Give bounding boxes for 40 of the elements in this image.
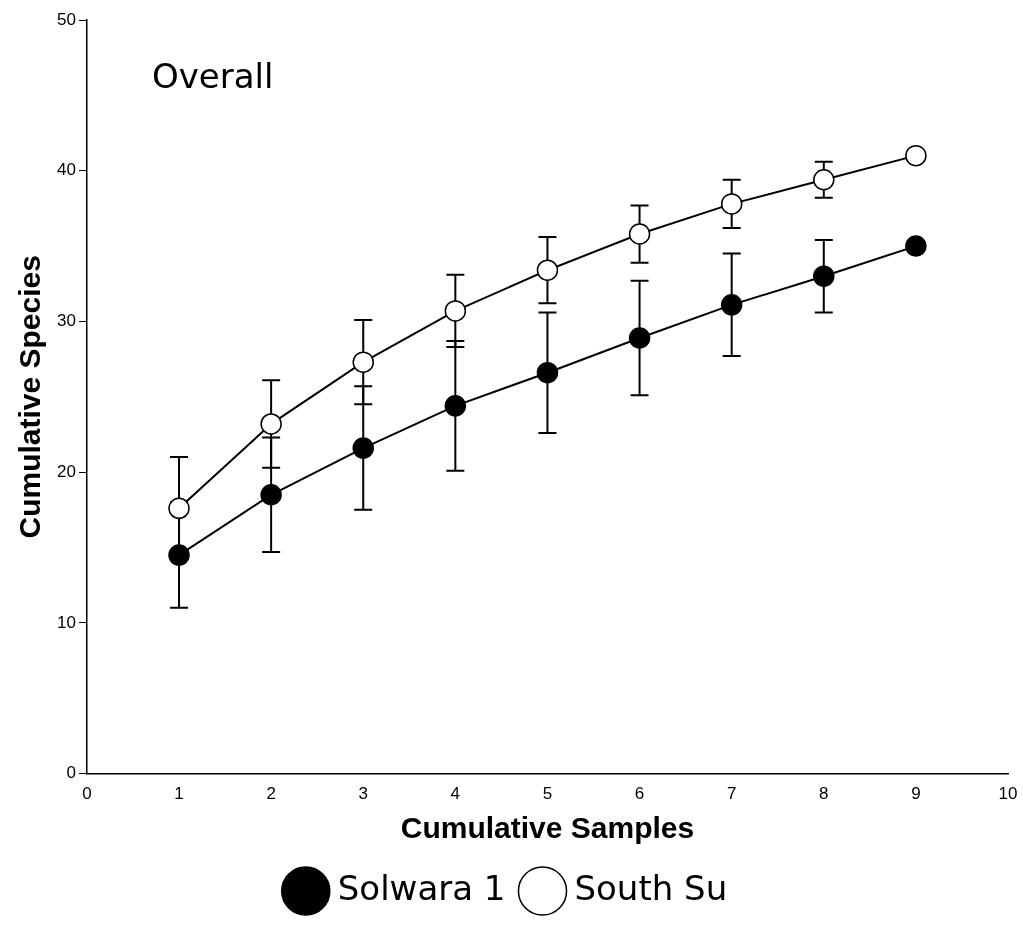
point — [536, 259, 559, 281]
x-tick-label: 4 — [450, 784, 461, 804]
x-tick-label: 10 — [998, 784, 1018, 804]
x-tick-label: 7 — [726, 784, 737, 804]
y-tick-label: 30 — [56, 311, 76, 331]
y-tick-label: 40 — [56, 160, 76, 180]
point — [813, 265, 835, 287]
point — [720, 294, 743, 316]
x-tick-label: 3 — [358, 784, 368, 804]
point — [168, 544, 190, 566]
point — [905, 144, 927, 167]
point — [720, 193, 743, 215]
point — [444, 395, 467, 417]
point — [260, 413, 282, 435]
x-axis-title: Cumulative Samples — [400, 811, 695, 845]
x-tick-label: 6 — [634, 784, 645, 804]
point — [352, 351, 374, 373]
point — [813, 169, 835, 191]
y-axis-title: Cumulative Species — [13, 255, 47, 539]
y-tick-label: 20 — [56, 461, 76, 481]
point — [628, 327, 651, 349]
point — [444, 300, 467, 322]
point — [628, 223, 651, 245]
point — [905, 235, 927, 257]
x-tick-label: 9 — [911, 784, 921, 804]
legend-label: Solwara 1 — [337, 867, 506, 908]
point — [168, 497, 190, 520]
annotation: Overall — [151, 55, 274, 96]
y-tick-label: 0 — [66, 763, 76, 783]
point — [260, 484, 282, 506]
y-tick-label: 10 — [56, 612, 76, 632]
point — [352, 437, 374, 459]
x-tick-label: 1 — [174, 784, 184, 804]
x-tick-label: 5 — [542, 784, 553, 804]
point — [536, 361, 559, 384]
x-tick-label: 0 — [82, 784, 92, 804]
legend-label: South Su — [574, 867, 728, 908]
x-tick-label: 8 — [819, 784, 829, 804]
x-tick-label: 2 — [266, 784, 276, 804]
y-tick-label: 50 — [56, 9, 76, 29]
